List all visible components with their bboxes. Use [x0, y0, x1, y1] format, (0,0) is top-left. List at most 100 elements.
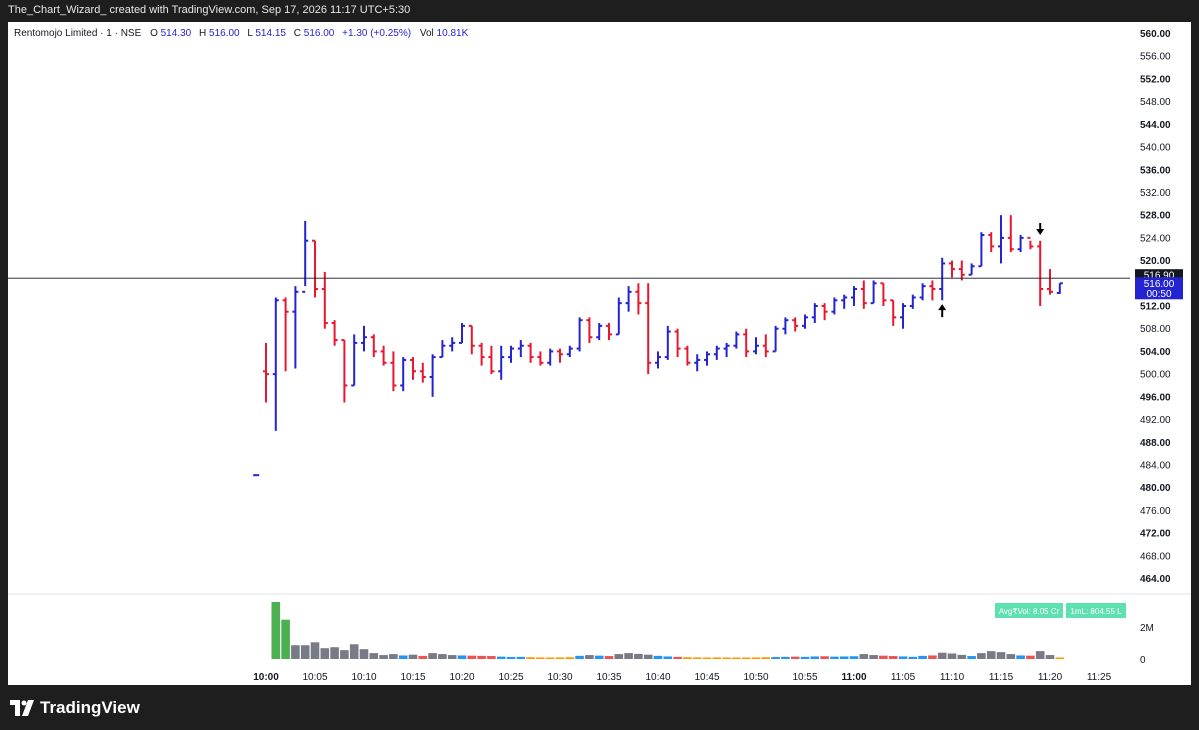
volume-bar	[340, 650, 349, 659]
ohlc-bar	[1017, 235, 1024, 253]
volume-bar	[487, 656, 496, 659]
arrow-up-icon	[938, 304, 947, 318]
price-tick-label: 500.00	[1140, 370, 1171, 381]
ohlc-bar	[478, 342, 485, 366]
ohlc-bar	[312, 239, 318, 298]
volume-bar	[937, 652, 947, 659]
ohlc-bar	[713, 345, 720, 360]
ohlc-bar	[459, 323, 465, 344]
time-tick-label: 11:20	[1038, 672, 1063, 683]
price-tick-label: 488.00	[1140, 438, 1171, 449]
price-tick-label: 476.00	[1140, 506, 1171, 517]
volume-bar	[1035, 651, 1045, 659]
ohlc-bar	[1027, 236, 1034, 250]
ohlc-bar	[606, 323, 612, 341]
ohlc-bar	[831, 297, 838, 315]
legend-open-label: O	[150, 28, 158, 39]
volume-bar	[398, 655, 408, 659]
volume-bar	[496, 656, 506, 659]
volume-bar	[1026, 655, 1035, 659]
legend-high-label: H	[199, 28, 206, 39]
price-tick-label: 484.00	[1140, 460, 1171, 471]
time-tick-label: 11:10	[940, 672, 965, 683]
price-tick-label: 520.00	[1140, 256, 1171, 267]
ohlc-bar	[508, 345, 514, 363]
chart-panel[interactable]: Rentomojo Limited · 1 · NSE O 514.30 H 5…	[8, 22, 1191, 685]
ohlc-bar	[292, 286, 299, 369]
ohlc-bar	[851, 286, 857, 306]
volume-bar	[291, 645, 300, 659]
volume-bar	[741, 657, 751, 659]
volume-bar	[300, 645, 310, 659]
ohlc-bar	[390, 351, 397, 392]
ohlc-bar	[743, 328, 750, 358]
price-tick-label: 544.00	[1140, 120, 1171, 131]
legend-low-label: L	[247, 28, 253, 39]
ohlc-bar	[655, 351, 661, 369]
ohlc-bar	[321, 271, 328, 329]
price-tick-label: 468.00	[1140, 551, 1171, 562]
time-axis[interactable]: 10:00 10:05 10:10 10:15 10:20 10:25 10:30 10:35…	[253, 672, 1111, 683]
ohlc-bar	[978, 232, 985, 268]
volume-bar	[653, 655, 663, 659]
ohlc-bar	[880, 282, 887, 306]
volume-bar	[281, 619, 290, 659]
price-tick-label: 536.00	[1140, 165, 1171, 176]
volume-bar	[477, 655, 486, 659]
ohlc-bar	[537, 351, 544, 366]
ohlc-bar	[968, 263, 975, 276]
volume-bar	[986, 651, 996, 659]
price-chart[interactable]: Rentomojo Limited · 1 · NSE O 514.30 H 5…	[8, 22, 1191, 685]
ml-badge	[1066, 603, 1126, 618]
volume-bar	[643, 654, 653, 659]
volume-bar	[692, 657, 702, 659]
ohlc-bar	[841, 294, 848, 309]
volume-bar	[898, 656, 908, 659]
volume-bars	[271, 602, 1065, 659]
volume-bar	[1045, 655, 1055, 659]
volume-bar	[859, 654, 869, 659]
volume-bar	[781, 656, 790, 659]
volume-bar	[604, 656, 614, 659]
volume-bar	[369, 653, 379, 659]
ohlc-bar	[772, 325, 779, 353]
ohlc-bar	[782, 317, 789, 335]
tradingview-brand[interactable]: TradingView	[10, 698, 140, 718]
ohlc-bar	[263, 342, 269, 403]
price-tick-label: 496.00	[1140, 392, 1171, 403]
volume-bar	[575, 655, 584, 659]
volume-bar	[712, 657, 722, 659]
ohlc-bar	[272, 297, 279, 431]
volume-bar	[702, 657, 712, 659]
ohlc-bar	[704, 351, 710, 366]
volume-bar	[585, 655, 594, 659]
volume-bar	[418, 655, 428, 659]
volume-bar	[634, 653, 643, 659]
brand-name: TradingView	[40, 698, 140, 717]
avg-vol-label: Avg₹Vol: 8.05 Cr	[999, 607, 1060, 616]
ohlc-bar	[645, 283, 652, 375]
ohlc-bar	[370, 334, 377, 358]
volume-bar	[359, 649, 369, 659]
volume-bar	[1055, 657, 1065, 659]
ohlc-bar	[351, 334, 358, 387]
volume-bar	[447, 655, 457, 659]
volume-bar	[536, 657, 545, 659]
volume-bar	[869, 655, 878, 659]
price-tick-label: 508.00	[1140, 324, 1171, 335]
ohlc-bar	[282, 297, 289, 372]
footer: TradingView	[0, 686, 1199, 730]
volume-bar	[271, 602, 281, 659]
ohlc-bar	[449, 337, 456, 352]
arrow-down-icon	[1036, 223, 1045, 236]
price-axis[interactable]: 560.00 556.00 552.00 548.00 544.00 540.00 536.…	[1140, 29, 1171, 585]
time-tick-label: 11:00	[841, 672, 866, 683]
avg-vol-badge	[995, 603, 1063, 618]
bar-countdown: 00:50	[1146, 289, 1171, 300]
ohlc-bar	[939, 257, 946, 301]
ohlc-bar	[1047, 269, 1053, 295]
ohlc-bar	[527, 342, 534, 363]
ohlc-bar	[547, 348, 554, 366]
volume-bar	[918, 655, 927, 659]
ohlc-bar	[753, 337, 759, 355]
